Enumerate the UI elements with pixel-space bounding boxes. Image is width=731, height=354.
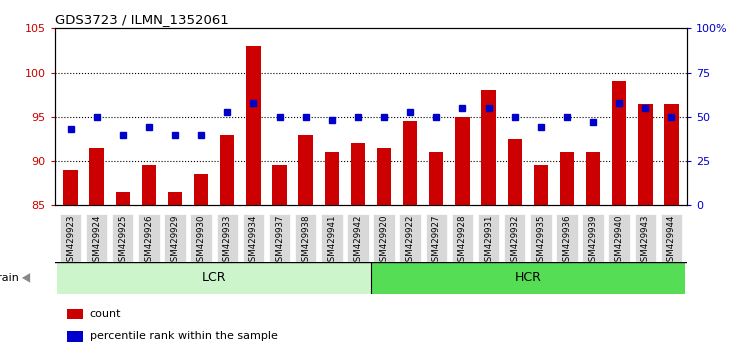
Bar bbox=[325, 152, 339, 205]
Text: GSM429941: GSM429941 bbox=[327, 215, 336, 268]
Bar bbox=[67, 331, 83, 342]
Bar bbox=[138, 214, 159, 262]
Text: GSM429934: GSM429934 bbox=[249, 215, 258, 268]
Text: GSM429944: GSM429944 bbox=[667, 215, 676, 268]
Bar bbox=[298, 135, 313, 205]
Text: GSM429927: GSM429927 bbox=[432, 215, 441, 268]
Text: GSM429925: GSM429925 bbox=[118, 215, 127, 268]
Bar bbox=[560, 152, 574, 205]
Bar bbox=[191, 214, 212, 262]
Bar bbox=[269, 214, 290, 262]
Bar bbox=[429, 152, 444, 205]
Bar bbox=[403, 121, 417, 205]
Bar bbox=[273, 165, 287, 205]
Bar bbox=[243, 214, 264, 262]
Bar bbox=[374, 214, 395, 262]
Text: GSM429942: GSM429942 bbox=[353, 215, 363, 268]
Bar bbox=[478, 214, 499, 262]
Text: percentile rank within the sample: percentile rank within the sample bbox=[90, 331, 278, 342]
Bar bbox=[612, 81, 626, 205]
Text: GSM429935: GSM429935 bbox=[537, 215, 545, 268]
Bar bbox=[371, 262, 684, 294]
Text: HCR: HCR bbox=[515, 272, 541, 284]
Text: GSM429932: GSM429932 bbox=[510, 215, 519, 268]
Bar bbox=[425, 214, 447, 262]
Bar bbox=[60, 214, 81, 262]
Text: GSM429939: GSM429939 bbox=[588, 215, 597, 267]
Bar bbox=[661, 214, 682, 262]
Bar bbox=[220, 135, 235, 205]
Bar bbox=[452, 214, 473, 262]
Text: GSM429930: GSM429930 bbox=[197, 215, 205, 268]
Bar bbox=[58, 262, 371, 294]
Text: GSM429940: GSM429940 bbox=[615, 215, 624, 268]
Text: LCR: LCR bbox=[202, 272, 227, 284]
Text: GSM429937: GSM429937 bbox=[275, 215, 284, 268]
Bar bbox=[164, 214, 186, 262]
Bar bbox=[482, 90, 496, 205]
Bar bbox=[115, 192, 130, 205]
Bar bbox=[556, 214, 577, 262]
Text: GDS3723 / ILMN_1352061: GDS3723 / ILMN_1352061 bbox=[55, 13, 229, 26]
Bar bbox=[351, 143, 365, 205]
Bar bbox=[399, 214, 421, 262]
Bar bbox=[295, 214, 317, 262]
Bar bbox=[664, 103, 678, 205]
Bar bbox=[347, 214, 368, 262]
Text: GSM429929: GSM429929 bbox=[170, 215, 180, 267]
Bar bbox=[638, 103, 653, 205]
Bar bbox=[64, 170, 77, 205]
Bar bbox=[455, 117, 469, 205]
Bar bbox=[377, 148, 391, 205]
Text: GSM429920: GSM429920 bbox=[379, 215, 389, 268]
Bar bbox=[586, 152, 600, 205]
Bar bbox=[194, 174, 208, 205]
Bar bbox=[142, 165, 156, 205]
Bar bbox=[86, 214, 107, 262]
Text: GSM429938: GSM429938 bbox=[301, 215, 310, 268]
Bar bbox=[608, 214, 630, 262]
Bar bbox=[216, 214, 238, 262]
Text: GSM429931: GSM429931 bbox=[484, 215, 493, 268]
Bar bbox=[321, 214, 343, 262]
Text: GSM429923: GSM429923 bbox=[66, 215, 75, 268]
Text: GSM429928: GSM429928 bbox=[458, 215, 467, 268]
Bar bbox=[530, 214, 551, 262]
Text: count: count bbox=[90, 309, 121, 319]
Bar bbox=[583, 214, 604, 262]
Text: GSM429922: GSM429922 bbox=[406, 215, 414, 268]
Bar bbox=[112, 214, 134, 262]
Text: GSM429926: GSM429926 bbox=[145, 215, 154, 268]
Bar bbox=[504, 214, 526, 262]
Bar bbox=[168, 192, 182, 205]
Text: GSM429933: GSM429933 bbox=[223, 215, 232, 268]
Bar bbox=[246, 46, 260, 205]
Bar bbox=[534, 165, 548, 205]
Text: strain: strain bbox=[0, 273, 19, 283]
Bar bbox=[635, 214, 656, 262]
Bar bbox=[507, 139, 522, 205]
Bar bbox=[67, 309, 83, 319]
Text: GSM429943: GSM429943 bbox=[641, 215, 650, 268]
Bar bbox=[89, 148, 104, 205]
Polygon shape bbox=[22, 273, 30, 282]
Text: GSM429924: GSM429924 bbox=[92, 215, 101, 268]
Text: GSM429936: GSM429936 bbox=[562, 215, 572, 268]
